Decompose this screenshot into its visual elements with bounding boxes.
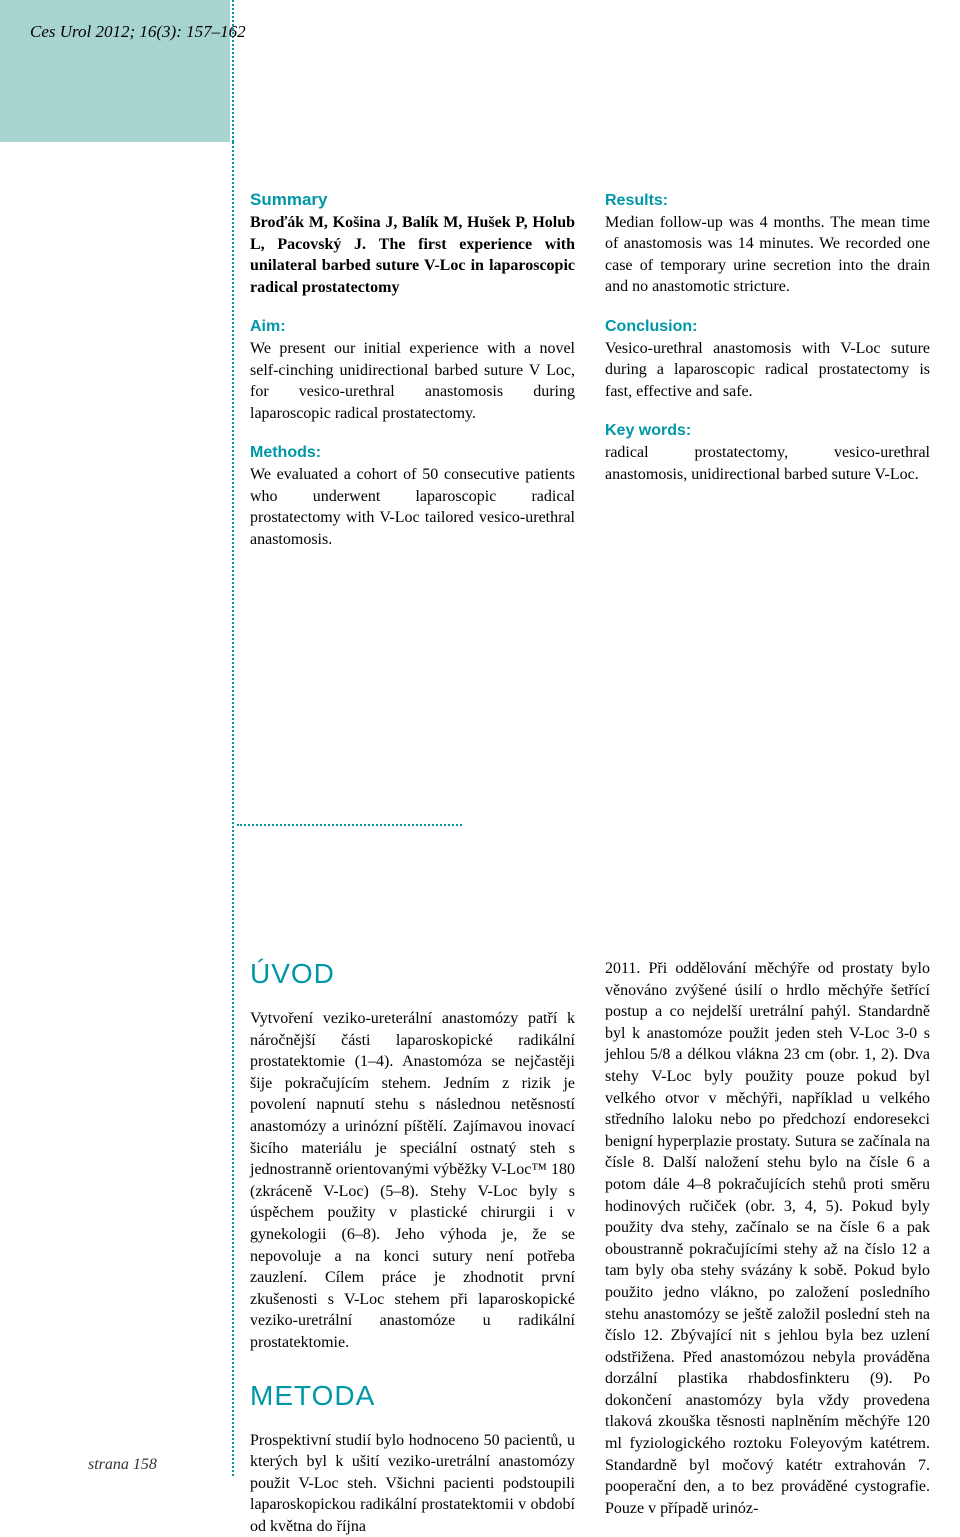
keywords-label: Key words:: [605, 422, 691, 439]
summary-left-column: Summary Broďák M, Košina J, Balík M, Huš…: [250, 190, 575, 568]
metoda-text-col1: Prospektivní studií bylo hodnoceno 50 pa…: [250, 1430, 575, 1537]
page-number: strana 158: [88, 1456, 157, 1474]
vertical-dotted-rule: [232, 142, 234, 1476]
journal-reference: Ces Urol 2012; 16(3): 157–162: [30, 22, 246, 42]
results-text: Median follow-up was 4 months. The mean …: [605, 214, 930, 296]
methods-label: Methods:: [250, 444, 321, 461]
aim-label: Aim:: [250, 318, 286, 335]
page: Ces Urol 2012; 16(3): 157–162 Summary Br…: [0, 0, 960, 1514]
metoda-heading: METODA: [250, 1380, 575, 1412]
main-right-column: 2011. Při oddělování měchýře od prostaty…: [605, 958, 930, 1537]
uvod-text: Vytvoření veziko-ureterální anastomózy p…: [250, 1008, 575, 1354]
main-text-block: ÚVOD Vytvoření veziko-ureterální anastom…: [250, 958, 930, 1537]
main-left-column: ÚVOD Vytvoření veziko-ureterální anastom…: [250, 958, 575, 1537]
conclusion-label: Conclusion:: [605, 318, 697, 335]
horizontal-dotted-rule: [237, 824, 462, 826]
summary-block: Summary Broďák M, Košina J, Balík M, Huš…: [250, 190, 930, 568]
keywords-text: radical prostatectomy, vesico-urethral a…: [605, 444, 930, 483]
summary-right-column: Results: Median follow-up was 4 months. …: [605, 190, 930, 568]
methods-text: We evaluated a cohort of 50 consecutive …: [250, 466, 575, 548]
aim-text: We present our initial experience with a…: [250, 340, 575, 422]
uvod-heading: ÚVOD: [250, 958, 575, 990]
summary-label: Summary: [250, 190, 575, 210]
conclusion-text: Vesico-urethral anastomosis with V-Loc s…: [605, 340, 930, 400]
metoda-text-col2: 2011. Při oddělování měchýře od prostaty…: [605, 958, 930, 1519]
results-label: Results:: [605, 192, 668, 209]
